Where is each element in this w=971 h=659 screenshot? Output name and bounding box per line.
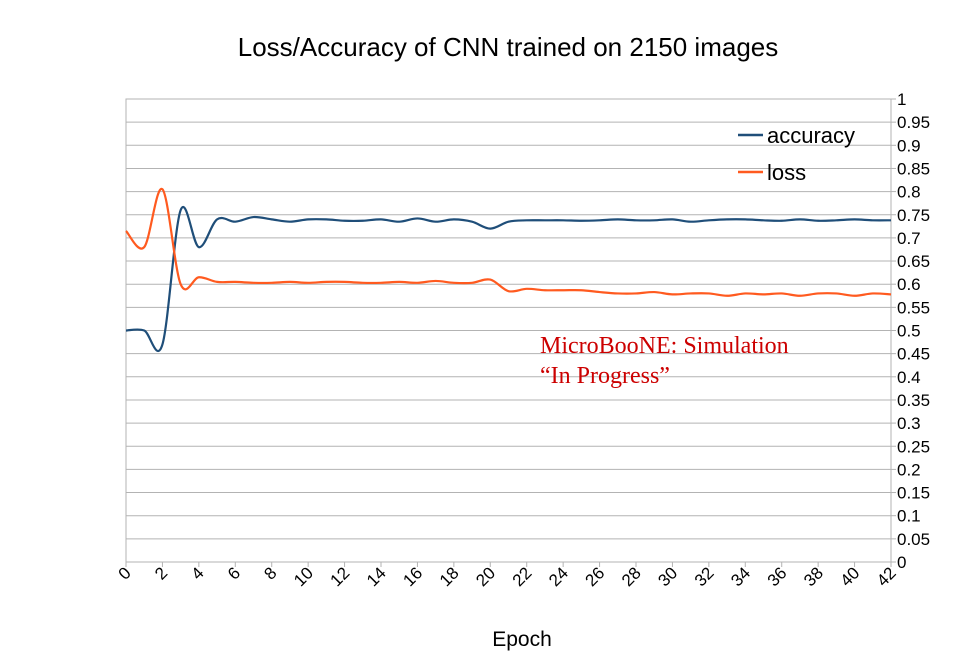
- y-tick-label: 0.3: [897, 414, 921, 433]
- y-tick-label: 0.95: [897, 113, 930, 132]
- y-tick-label: 0.65: [897, 252, 930, 271]
- series-line-accuracy: [125, 205, 892, 353]
- chart-title: Loss/Accuracy of CNN trained on 2150 ima…: [238, 32, 779, 62]
- x-tick-label: 34: [727, 563, 754, 590]
- y-tick-label: 0.1: [897, 507, 921, 526]
- x-tick-label: 20: [472, 563, 499, 590]
- x-tick-label: 16: [399, 563, 426, 590]
- y-tick-label: 0.8: [897, 183, 921, 202]
- x-tick-label: 26: [582, 563, 609, 590]
- grid-lines: [126, 98, 891, 563]
- x-tick-label: 4: [188, 563, 208, 583]
- x-tick-label: 6: [224, 563, 244, 583]
- y-tick-label: 1: [897, 90, 906, 109]
- y-tick-label: 0.05: [897, 530, 930, 549]
- y-tick-label: 0.5: [897, 322, 921, 341]
- y-tick-label: 0.45: [897, 345, 930, 364]
- x-tick-label: 14: [363, 563, 390, 590]
- x-tick-label: 12: [327, 563, 354, 590]
- annotation-line-2: “In Progress”: [540, 363, 670, 389]
- x-tick-label: 8: [260, 563, 280, 583]
- y-tick-label: 0: [897, 553, 906, 572]
- y-tick-label: 0.35: [897, 391, 930, 410]
- y-tick-label: 0.2: [897, 460, 921, 479]
- x-tick-label: 2: [151, 563, 171, 583]
- annotation-line-1: MicroBooNE: Simulation: [540, 333, 789, 359]
- x-tick-label: 24: [545, 563, 572, 590]
- x-tick-label: 40: [837, 563, 864, 590]
- x-axis-label: Epoch: [492, 628, 552, 651]
- y-tick-label: 0.7: [897, 229, 921, 248]
- x-tick-label: 42: [873, 563, 900, 590]
- y-axis-ticks: 0 0.05 0.1 0.15 0.2 0.25 0.3 0.35 0.4 0.45 0.5 0.55…: [891, 90, 930, 572]
- x-tick-label: 18: [436, 563, 463, 590]
- y-tick-label: 0.6: [897, 275, 921, 294]
- x-tick-label: 36: [764, 563, 791, 590]
- legend-label-accuracy: accuracy: [767, 123, 855, 148]
- legend: accuracy loss: [738, 123, 855, 185]
- x-tick-label: 28: [618, 563, 645, 590]
- y-tick-label: 0.85: [897, 159, 930, 178]
- x-tick-label: 22: [509, 563, 536, 590]
- x-tick-label: 32: [691, 563, 718, 590]
- series-lines: [125, 188, 892, 353]
- annotation: MicroBooNE: Simulation “In Progress”: [540, 333, 789, 389]
- x-tick-label: 38: [800, 563, 827, 590]
- series-line-loss: [125, 188, 892, 297]
- y-tick-label: 0.15: [897, 484, 930, 503]
- x-tick-label: 30: [654, 563, 681, 590]
- x-axis-ticks: 0 2 4 6 8 10 12 14 16 18 20 22 24 26 28 30 32 34 36 38 40 42: [115, 562, 900, 590]
- legend-label-loss: loss: [767, 160, 806, 185]
- y-tick-label: 0.4: [897, 368, 921, 387]
- y-tick-label: 0.75: [897, 206, 930, 225]
- y-tick-label: 0.55: [897, 298, 930, 317]
- y-tick-label: 0.9: [897, 136, 921, 155]
- y-tick-label: 0.25: [897, 437, 930, 456]
- x-tick-label: 10: [290, 563, 317, 590]
- x-tick-label: 0: [115, 563, 135, 583]
